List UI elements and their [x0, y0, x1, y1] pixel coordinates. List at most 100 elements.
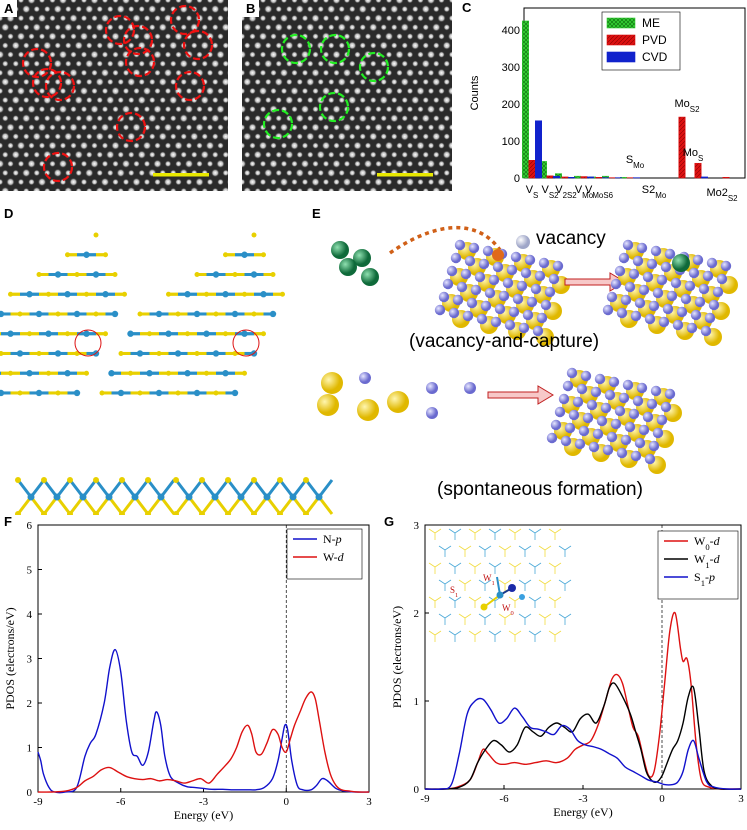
inset-bond [438, 613, 452, 625]
atom-spot [189, 23, 199, 32]
atom-spot [222, 114, 228, 122]
atom-spot [384, 141, 394, 150]
atom-spot [80, 69, 88, 77]
atom-spot [206, 124, 214, 131]
y-axis-label: PDOS (electrons/eV) [390, 606, 404, 708]
atom-spot [159, 42, 167, 49]
free-s-atom [387, 391, 409, 413]
atom-spot [112, 178, 119, 186]
atom-spot [291, 51, 298, 58]
atom-spot [38, 51, 46, 58]
legend-label-ME: ME [642, 16, 660, 30]
atom-spot [254, 133, 262, 140]
atom-spot [400, 77, 410, 87]
atom-spot [143, 178, 151, 186]
inset-bond [468, 562, 482, 574]
atom-spot [147, 114, 157, 123]
slab-3-mo-atom [550, 419, 562, 431]
slab-1-mo-atom [540, 299, 552, 311]
vacancy-label: vacancy [536, 228, 606, 249]
atom-spot [16, 86, 26, 96]
atom [146, 370, 153, 377]
atom-spot [259, 14, 267, 22]
bar-PVD-Mo2S2 [722, 177, 730, 179]
atom-spot [358, 168, 368, 178]
vacancy-marker [516, 235, 530, 249]
atom-spot [385, 0, 393, 4]
atom [193, 389, 201, 397]
atom-spot [189, 77, 199, 87]
atom-spot [426, 104, 436, 114]
slab-2-mo-atom [684, 280, 696, 292]
micrograph-b-image [242, 0, 452, 191]
slab-1-mo-atom [548, 273, 560, 285]
atom-spot [280, 87, 288, 95]
slab-1-mo-atom [524, 254, 536, 266]
inset-bond [518, 613, 532, 625]
atom-spot [33, 42, 41, 49]
atom-spot [154, 142, 161, 150]
atom-spot [401, 60, 409, 68]
slab-3-mo-atom [620, 434, 632, 446]
atom-spot [306, 5, 314, 13]
slab-1-mo-atom [434, 304, 446, 316]
slab-3-mo-atom [644, 453, 656, 465]
atom [83, 330, 90, 337]
atom-spot [169, 187, 177, 191]
atom-spot [1, 42, 9, 49]
atom-spot [280, 105, 288, 113]
atom-spot [291, 160, 298, 168]
atom-spot [100, 123, 110, 132]
atom-spot [337, 77, 347, 87]
atom-spot [169, 60, 177, 68]
atom-spot [438, 0, 445, 4]
atom [103, 252, 108, 258]
atom-spot [185, 87, 193, 95]
atom-spot [22, 78, 30, 86]
atom-spot [17, 14, 25, 22]
atom-spot [185, 142, 193, 150]
atom-spot [243, 42, 251, 49]
atom-spot [138, 187, 146, 191]
atom-spot [48, 141, 57, 150]
atom-spot [49, 160, 56, 168]
atom [194, 350, 200, 356]
formation-caption: (spontaneous formation) [437, 479, 643, 500]
atom-spot [132, 177, 141, 187]
free-mo-atom [359, 372, 371, 384]
side-atom [67, 511, 73, 515]
inset-bond [538, 545, 552, 557]
atom-spot [70, 105, 77, 113]
inset-bond [448, 596, 462, 608]
atom-spot [242, 178, 246, 186]
micrograph-background [242, 0, 452, 191]
atom-spot [416, 32, 425, 41]
atom-spot [300, 0, 310, 5]
atom-spot [337, 186, 347, 191]
y-tick-label: 3 [27, 654, 33, 666]
atom-spot [438, 142, 445, 150]
atom-spot [53, 168, 63, 178]
atom-spot [369, 96, 377, 104]
side-atom [27, 493, 35, 501]
atom-spot [22, 133, 30, 140]
atom-spot [74, 95, 84, 105]
atom-spot [116, 168, 126, 178]
atom-spot [427, 142, 435, 150]
atom-spot [133, 87, 140, 95]
atom-spot [216, 0, 225, 5]
atom-spot [17, 69, 25, 77]
atom-spot [70, 33, 77, 40]
atom-spot [243, 114, 251, 122]
atom-spot [396, 87, 403, 95]
slab-3-mo-atom [588, 441, 600, 453]
atom-spot [295, 4, 305, 14]
bar-ME-VMo [574, 175, 581, 179]
atom-spot [353, 32, 362, 41]
atom-spot [33, 169, 41, 177]
atom-spot [101, 160, 109, 168]
atom-spot [305, 23, 315, 32]
atom [241, 330, 248, 337]
atom-spot [6, 177, 15, 187]
atom-spot [148, 187, 156, 191]
